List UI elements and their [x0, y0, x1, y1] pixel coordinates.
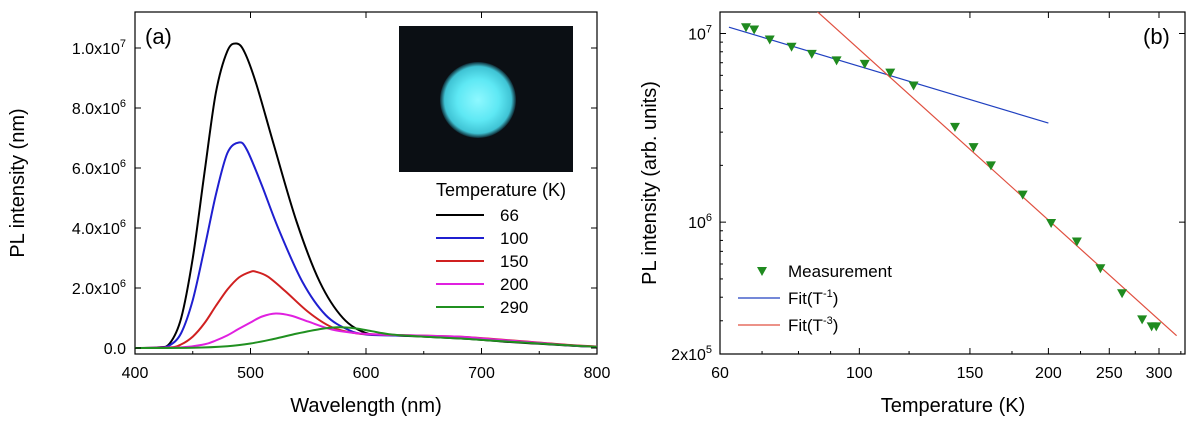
panel-b-y-axis-label: PL intensity (arb. units): [639, 81, 661, 285]
legend-label-fit: Fit(T-3): [788, 315, 838, 335]
measurement-point: [859, 59, 870, 69]
measurement-point: [1095, 264, 1106, 274]
y-tick-label: 1.0x107: [72, 38, 126, 58]
x-tick-label: 300: [1146, 365, 1173, 382]
x-tick-label: 200: [1035, 365, 1062, 382]
y-tick-label: 4.0x106: [72, 218, 126, 238]
x-tick-label: 250: [1096, 365, 1123, 382]
panel-a: 400 500 600 700 800 0.0 2.0x106 4.0x106 6.0x106…: [7, 11, 611, 417]
measurement-point: [949, 122, 960, 132]
fit-line--3: [816, 12, 1178, 337]
x-tick-label: 400: [122, 365, 149, 382]
y-tick-label: 8.0x106: [72, 98, 126, 118]
series-line-290K: [134, 326, 598, 349]
panel-b-y-ticks: 2x105 106 107: [671, 23, 1185, 364]
x-tick-label: 100: [846, 365, 873, 382]
legend-label-200K: 200: [500, 275, 528, 294]
y-tick-label: 107: [688, 23, 712, 43]
y-tick-label: 0.0: [104, 341, 126, 358]
legend-label-100K: 100: [500, 229, 528, 248]
panel-b-label: (b): [1143, 24, 1170, 49]
panel-a-legend-title: Temperature (K): [436, 180, 566, 200]
measurement-point: [764, 35, 775, 45]
measurement-point: [1117, 289, 1128, 299]
panel-b-x-axis-label: Temperature (K): [881, 395, 1026, 417]
panel-a-legend-items: 66 100 150 200 290: [436, 206, 528, 317]
panel-a-y-axis-label: PL intensity (nm): [7, 108, 29, 257]
legend-label-fit: Fit(T-1): [788, 288, 838, 308]
panel-b-plot-frame: [719, 11, 1186, 355]
measurement-point: [749, 25, 760, 35]
measurement-point: [1137, 315, 1148, 325]
legend-label-150K: 150: [500, 252, 528, 271]
panel-a-series-group: [134, 42, 598, 349]
measurement-point: [968, 143, 979, 153]
x-tick-label: 700: [468, 365, 495, 382]
legend-label-66K: 66: [500, 206, 519, 225]
measurement-point: [885, 68, 896, 78]
measurement-point: [786, 42, 797, 52]
panel-a-x-ticks: 400 500 600 700 800: [122, 12, 611, 382]
panel-a-legend: Temperature (K) 66 100 150 200 290: [436, 180, 566, 317]
y-tick-label: 2.0x106: [72, 278, 126, 298]
measurement-point: [831, 56, 842, 66]
cyan-emission-spot: [440, 62, 516, 138]
measurement-point: [806, 49, 817, 59]
measurement-point: [740, 23, 751, 33]
panel-a-x-axis-label: Wavelength (nm): [290, 395, 442, 417]
legend-label-290K: 290: [500, 298, 528, 317]
fit-line--1: [728, 26, 1049, 124]
y-tick-label: 106: [688, 212, 712, 232]
measurement-point: [1046, 218, 1057, 228]
panel-a-y-ticks: 0.0 2.0x106 4.0x106 6.0x106 8.0x106 1.0x107: [72, 38, 597, 358]
y-tick-label: 2x105: [671, 344, 712, 364]
inset-photo: [399, 26, 573, 172]
measurement-point: [908, 81, 919, 91]
x-tick-label: 500: [237, 365, 264, 382]
measurement-point: [1017, 190, 1028, 200]
panel-b-measurement-points: [740, 23, 1162, 332]
legend-label-measurement: Measurement: [788, 262, 892, 281]
measurement-point: [1071, 237, 1082, 247]
panel-b-x-ticks: 60 100 150 200 250 300: [711, 12, 1182, 382]
measurement-point: [1151, 322, 1162, 332]
measurement-point: [985, 161, 996, 171]
series-line-200K: [134, 312, 598, 349]
y-tick-label: 6.0x106: [72, 158, 126, 178]
panel-a-label: (a): [145, 24, 172, 49]
x-tick-label: 600: [353, 365, 380, 382]
x-tick-label: 150: [957, 365, 984, 382]
panel-b-legend: Measurement Fit(T-1) Fit(T-3): [738, 262, 892, 335]
panel-b-fit-lines: [728, 12, 1178, 337]
x-tick-label: 800: [584, 365, 611, 382]
legend-marker-measurement: [757, 267, 767, 276]
panel-b: 60 100 150 200 250 300 2x105 106 107 (b) Temper…: [639, 11, 1186, 417]
x-tick-label: 60: [711, 365, 729, 382]
